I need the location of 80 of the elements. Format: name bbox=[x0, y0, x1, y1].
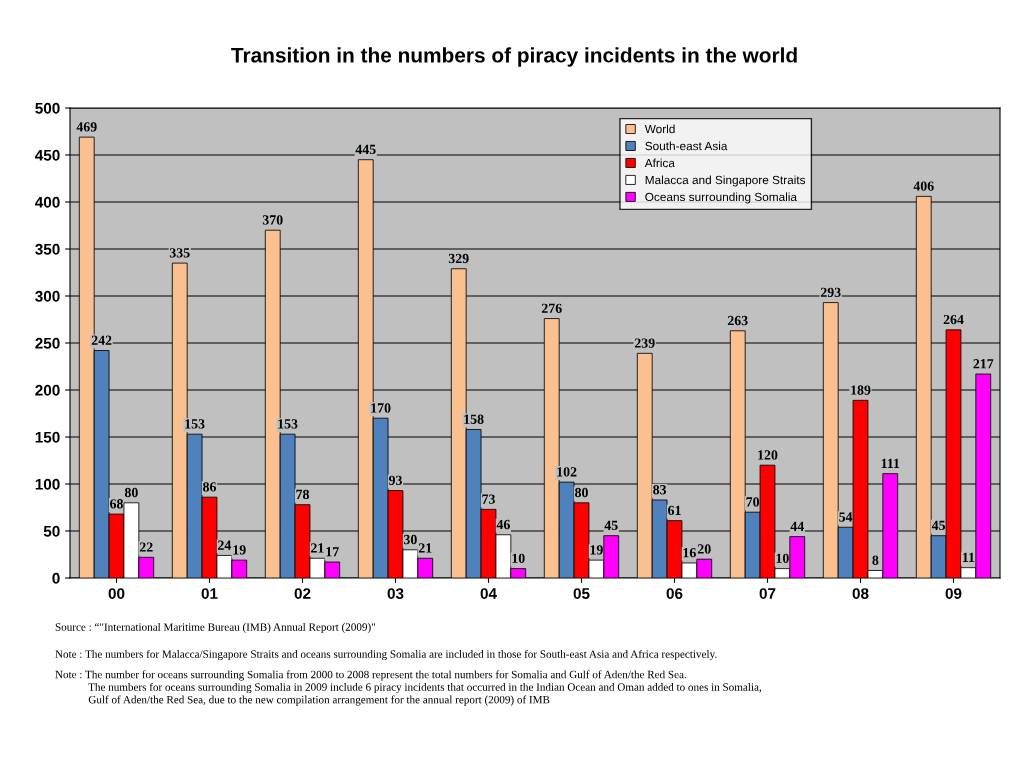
y-tick-label: 50 bbox=[43, 525, 60, 537]
data-label: 80 bbox=[124, 487, 138, 498]
data-label: 406 bbox=[913, 181, 934, 191]
x-tick-label: 05 bbox=[573, 588, 590, 599]
data-label: 8 bbox=[872, 555, 879, 565]
legend-label: South-east Asia bbox=[645, 141, 728, 151]
x-tick-label: 02 bbox=[294, 588, 311, 599]
data-label: 17 bbox=[326, 547, 339, 557]
data-label: 170 bbox=[371, 403, 391, 413]
x-tick-label: 01 bbox=[201, 588, 218, 599]
data-label: 217 bbox=[973, 359, 994, 369]
y-tick-label: 500 bbox=[35, 102, 60, 114]
chart-title: Transition in the numbers of piracy incidents in the world bbox=[231, 47, 797, 67]
data-label: 24 bbox=[218, 540, 232, 550]
data-label: 21 bbox=[418, 543, 432, 553]
data-label: 45 bbox=[931, 520, 946, 531]
y-tick-label: 400 bbox=[35, 196, 60, 208]
data-label: 335 bbox=[169, 248, 190, 258]
data-label: 242 bbox=[91, 335, 112, 345]
data-label: 73 bbox=[482, 494, 495, 504]
data-label: 10 bbox=[512, 553, 525, 563]
text: Note : The numbers for Malacca/Singapore Straits and oceans surrounding Somalia are included in those for South-east Asia and Africa respectively. bbox=[55, 649, 717, 661]
data-label: 86 bbox=[203, 482, 217, 492]
data-label: 276 bbox=[541, 303, 562, 313]
data-label: 21 bbox=[311, 543, 324, 553]
data-label: 68 bbox=[110, 499, 123, 509]
x-tick-label: 03 bbox=[387, 588, 404, 599]
data-label: 70 bbox=[746, 497, 760, 507]
data-label: 239 bbox=[634, 338, 655, 348]
x-tick-label: 06 bbox=[666, 588, 683, 599]
text: Note : The number for oceans surrounding Somalia from 2000 to 2008 represent the total numbers for Somalia and Gulf of Aden/the Red Sea. The numbers for oceans surrounding Somalia in 2009 include 6 piracy incidents that occurred in the Indian Ocean and Oman added to ones in Somalia, Gulf of Aden/the Red Sea, due to the new compilation arrangement for the annual report (2009) of IMB bbox=[55, 670, 762, 706]
data-label: 46 bbox=[496, 519, 510, 530]
data-label: 370 bbox=[262, 215, 283, 225]
data-label: 445 bbox=[355, 144, 376, 155]
data-label: 10 bbox=[776, 553, 789, 563]
y-tick-label: 200 bbox=[35, 384, 60, 396]
data-label: 120 bbox=[758, 450, 778, 460]
data-label: 16 bbox=[683, 548, 696, 558]
data-label: 22 bbox=[139, 542, 153, 552]
data-label: 93 bbox=[388, 475, 402, 485]
data-label: 44 bbox=[790, 521, 804, 531]
data-label: 30 bbox=[403, 534, 417, 545]
x-tick-label: 04 bbox=[480, 588, 497, 599]
data-label: 19 bbox=[233, 545, 246, 555]
data-label: 153 bbox=[278, 419, 298, 429]
x-tick-label: 07 bbox=[759, 588, 776, 599]
x-tick-label: 00 bbox=[108, 588, 125, 599]
y-tick-label: 450 bbox=[35, 149, 60, 161]
legend-label: World bbox=[644, 124, 675, 134]
y-tick-label: 300 bbox=[35, 290, 60, 302]
legend-label: Oceans surrounding Somalia bbox=[645, 192, 797, 204]
y-tick-label: 150 bbox=[35, 431, 60, 443]
data-label: 78 bbox=[296, 489, 309, 500]
data-label: 293 bbox=[820, 287, 841, 297]
legend-label: Malacca and Singapore Straits bbox=[645, 175, 806, 187]
legend-label: Africa bbox=[644, 158, 675, 168]
data-label: 469 bbox=[76, 122, 97, 132]
data-label: 61 bbox=[668, 505, 681, 516]
data-label: 153 bbox=[185, 419, 205, 429]
data-label: 102 bbox=[557, 467, 577, 477]
data-label: 111 bbox=[881, 458, 900, 468]
x-tick-label: 09 bbox=[945, 588, 962, 599]
y-tick-label: 350 bbox=[35, 243, 60, 255]
data-label: 19 bbox=[590, 545, 603, 555]
x-tick-label: 08 bbox=[852, 588, 869, 599]
y-tick-label: 100 bbox=[35, 478, 60, 490]
data-label: 11 bbox=[962, 552, 975, 562]
data-label: 54 bbox=[839, 512, 853, 522]
data-label: 189 bbox=[851, 385, 871, 395]
data-label: 80 bbox=[575, 487, 588, 498]
data-label: 158 bbox=[464, 414, 484, 424]
data-label: 20 bbox=[697, 544, 711, 554]
data-label: 264 bbox=[943, 314, 964, 325]
data-label: 329 bbox=[448, 253, 469, 264]
y-tick-label: 250 bbox=[35, 337, 60, 349]
data-label: 45 bbox=[604, 520, 618, 531]
data-label: 263 bbox=[727, 315, 748, 326]
y-tick-label: 0 bbox=[52, 572, 60, 584]
source-note: Source : “"International Maritime Bureau (IMB) Annual Report (2009)" bbox=[55, 622, 376, 634]
data-label: 83 bbox=[653, 485, 667, 495]
